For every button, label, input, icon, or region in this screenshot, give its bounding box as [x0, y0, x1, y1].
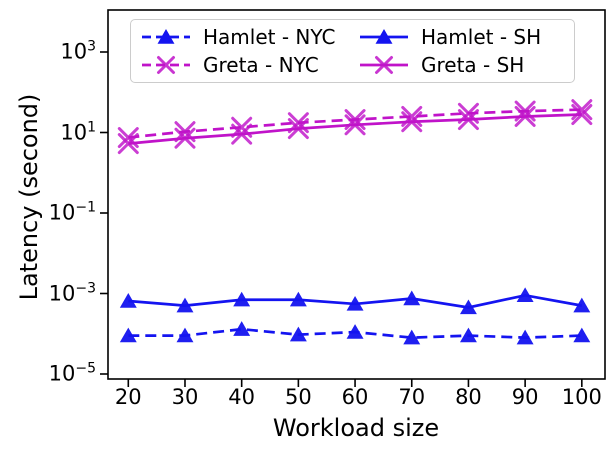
- x-tick-label: 30: [171, 385, 199, 409]
- legend-swatch-greta-sh-icon: [360, 56, 408, 74]
- legend-label: Greta - NYC: [203, 53, 319, 77]
- x-tick-label: 60: [341, 385, 369, 409]
- y-tick-label: 103: [60, 38, 96, 64]
- x-tick-label: 80: [455, 385, 482, 409]
- x-tick-label: 70: [398, 385, 426, 409]
- legend-swatch-hamlet-sh-icon: [360, 28, 408, 44]
- legend-entry-hamlet-sh: Hamlet - SH: [359, 23, 564, 51]
- y-tick-label: 10−5: [48, 360, 96, 386]
- legend-entry-hamlet-nyc: Hamlet - NYC: [141, 23, 359, 51]
- y-tick-label: 10−3: [48, 280, 96, 306]
- x-tick-label: 100: [561, 385, 602, 409]
- legend-entry-greta-nyc: Greta - NYC: [141, 51, 359, 79]
- legend-swatch-hamlet-nyc-icon: [142, 28, 190, 44]
- x-tick-label: 20: [114, 385, 142, 409]
- legend-swatch-greta-nyc-icon: [142, 56, 190, 74]
- legend: Hamlet - NYC Greta - NYC Hamlet - SH Gre…: [130, 19, 575, 83]
- x-tick-label: 40: [228, 385, 256, 409]
- x-tick-label: 90: [511, 385, 539, 409]
- legend-label: Hamlet - SH: [421, 25, 542, 49]
- legend-column-2: Hamlet - SH Greta - SH: [359, 23, 564, 79]
- x-tick-label: 50: [284, 385, 312, 409]
- legend-label: Hamlet - NYC: [203, 25, 336, 49]
- legend-entry-greta-sh: Greta - SH: [359, 51, 564, 79]
- y-tick-label: 101: [60, 119, 96, 145]
- y-tick-label: 10−1: [48, 199, 96, 225]
- legend-label: Greta - SH: [421, 53, 525, 77]
- y-axis-label: Latency (second): [15, 93, 43, 301]
- legend-column-1: Hamlet - NYC Greta - NYC: [141, 23, 359, 79]
- x-axis-label: Workload size: [272, 414, 440, 442]
